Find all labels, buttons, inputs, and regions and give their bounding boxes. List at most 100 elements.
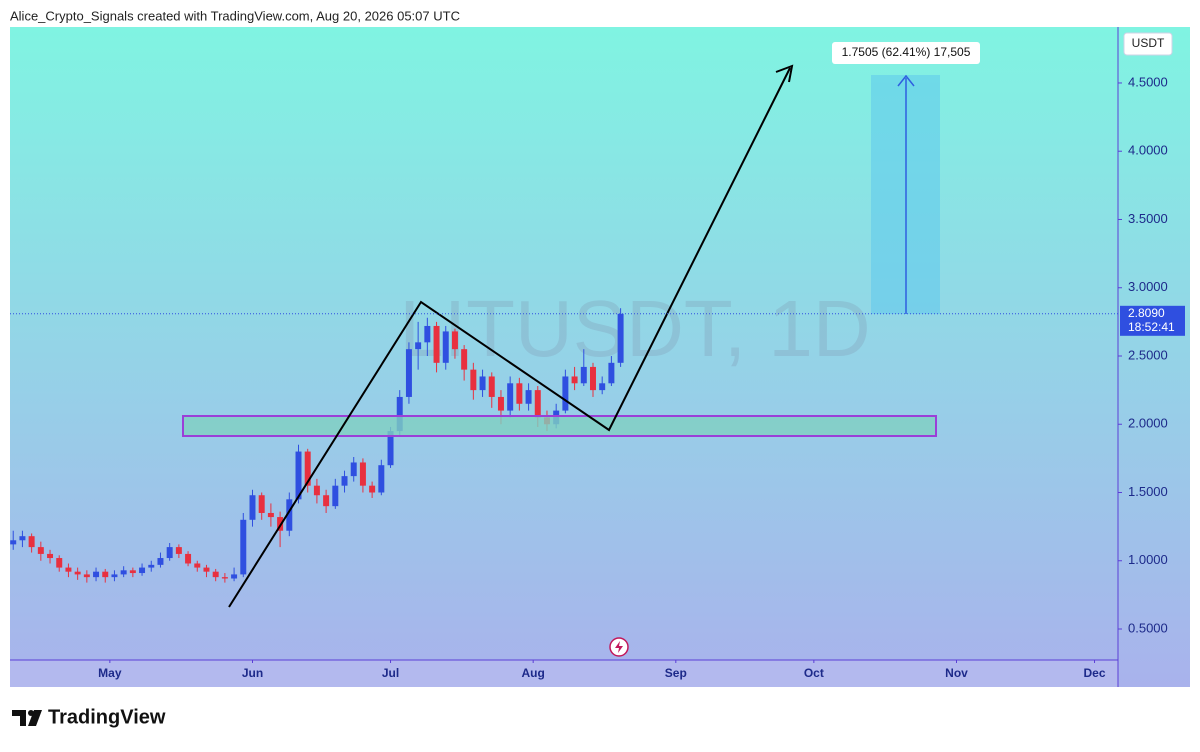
candle-body <box>313 485 320 496</box>
logo-dot <box>28 710 34 716</box>
candle-body <box>470 369 477 391</box>
candle-body <box>369 485 376 493</box>
candle-body <box>286 499 293 531</box>
candle-body <box>424 325 431 343</box>
projection-arrowhead <box>775 64 794 83</box>
candle-body <box>231 574 238 579</box>
last-price-box <box>1120 305 1185 336</box>
candle-body <box>415 342 422 350</box>
candle-body <box>249 495 256 520</box>
candle-body <box>267 512 274 518</box>
candle-body <box>185 553 192 564</box>
candle-body <box>479 376 486 391</box>
measure-label: 1.7505 (62.41%) 17,505 <box>842 45 971 59</box>
candle-body <box>378 465 385 493</box>
candle-body <box>516 383 523 404</box>
y-tick-label: 2.5000 <box>1128 347 1168 362</box>
measure-label-box <box>832 42 980 64</box>
candle-body <box>396 396 403 432</box>
candle-body <box>258 495 265 513</box>
candle-body <box>534 390 541 418</box>
projection-path <box>228 67 791 608</box>
candle-body <box>47 553 54 559</box>
candle-body <box>507 383 514 411</box>
candle-body <box>10 540 17 545</box>
candle-body <box>74 571 81 575</box>
time-axis <box>10 660 1118 687</box>
candle-body <box>295 451 302 500</box>
x-tick-label: May <box>98 666 122 680</box>
x-tick-label: Sep <box>665 666 687 680</box>
candle-body <box>350 462 357 477</box>
candle-body <box>323 495 330 507</box>
candle-body <box>93 571 100 578</box>
x-tick-label: Nov <box>945 666 968 680</box>
candle-body <box>129 570 136 574</box>
candle-body <box>525 390 532 404</box>
candle-body <box>175 547 182 554</box>
candle-body <box>589 366 596 391</box>
footer-brand: TradingView <box>48 706 166 728</box>
x-tick-label: Jul <box>382 666 399 680</box>
candle-body <box>461 349 468 370</box>
candle-body <box>37 547 44 554</box>
candle-body <box>580 366 587 384</box>
x-tick-label: Jun <box>242 666 263 680</box>
measure-arrowhead <box>897 74 915 87</box>
candle-body <box>194 563 201 568</box>
candle-body <box>240 519 247 575</box>
y-tick-label: 4.0000 <box>1128 143 1168 158</box>
candle-body <box>359 462 366 486</box>
y-tick-label: 0.5000 <box>1128 620 1168 635</box>
y-tick-label: 2.0000 <box>1128 416 1168 431</box>
candle-body <box>387 431 394 466</box>
watermark: LITUSDT, 1D <box>399 284 870 373</box>
candle-body <box>332 485 339 507</box>
y-axis-label: USDT <box>1132 36 1165 50</box>
header: Alice_Crypto_Signals created with Tradin… <box>10 8 460 23</box>
candle-body <box>341 476 348 486</box>
candle-body <box>221 577 228 579</box>
candle-body <box>83 574 90 578</box>
y-tick-label: 3.0000 <box>1128 279 1168 294</box>
logo-mark <box>12 710 42 726</box>
candle-body <box>148 564 155 568</box>
candle-body <box>28 536 35 548</box>
y-tick-label: 1.5000 <box>1128 484 1168 499</box>
candle-body <box>571 376 578 384</box>
candle-body <box>212 571 219 578</box>
candle-body <box>157 558 164 565</box>
candle-body <box>433 325 440 363</box>
candle-body <box>451 331 458 350</box>
candle-body <box>166 547 173 559</box>
candle-body <box>599 383 606 391</box>
candle-body <box>139 567 146 574</box>
plot <box>10 308 624 583</box>
candle-body <box>442 331 449 363</box>
x-tick-label: Oct <box>804 666 824 680</box>
x-tick-label: Aug <box>522 666 545 680</box>
unit-box <box>1123 32 1173 56</box>
y-tick-label: 4.5000 <box>1128 74 1168 89</box>
candle-body <box>19 536 26 541</box>
candle-body <box>497 396 504 411</box>
countdown: 18:52:41 <box>1128 320 1175 334</box>
event-icon-bolt <box>615 641 623 653</box>
support-zone <box>182 415 937 437</box>
candle-body <box>120 570 127 575</box>
candle-body <box>608 362 615 384</box>
x-tick-label: Dec <box>1084 666 1106 680</box>
candle-body <box>562 376 569 411</box>
candle-body <box>277 517 284 531</box>
candle-body <box>488 376 495 397</box>
candle-body <box>617 313 624 363</box>
candle-body <box>405 349 412 397</box>
y-tick-label: 1.0000 <box>1128 552 1168 567</box>
candle-body <box>111 574 118 578</box>
candle-body <box>304 451 311 486</box>
candle-body <box>203 567 210 572</box>
candle-body <box>102 571 109 578</box>
y-tick-label: 3.5000 <box>1128 211 1168 226</box>
last-price-label: 2.8090 <box>1128 306 1165 320</box>
